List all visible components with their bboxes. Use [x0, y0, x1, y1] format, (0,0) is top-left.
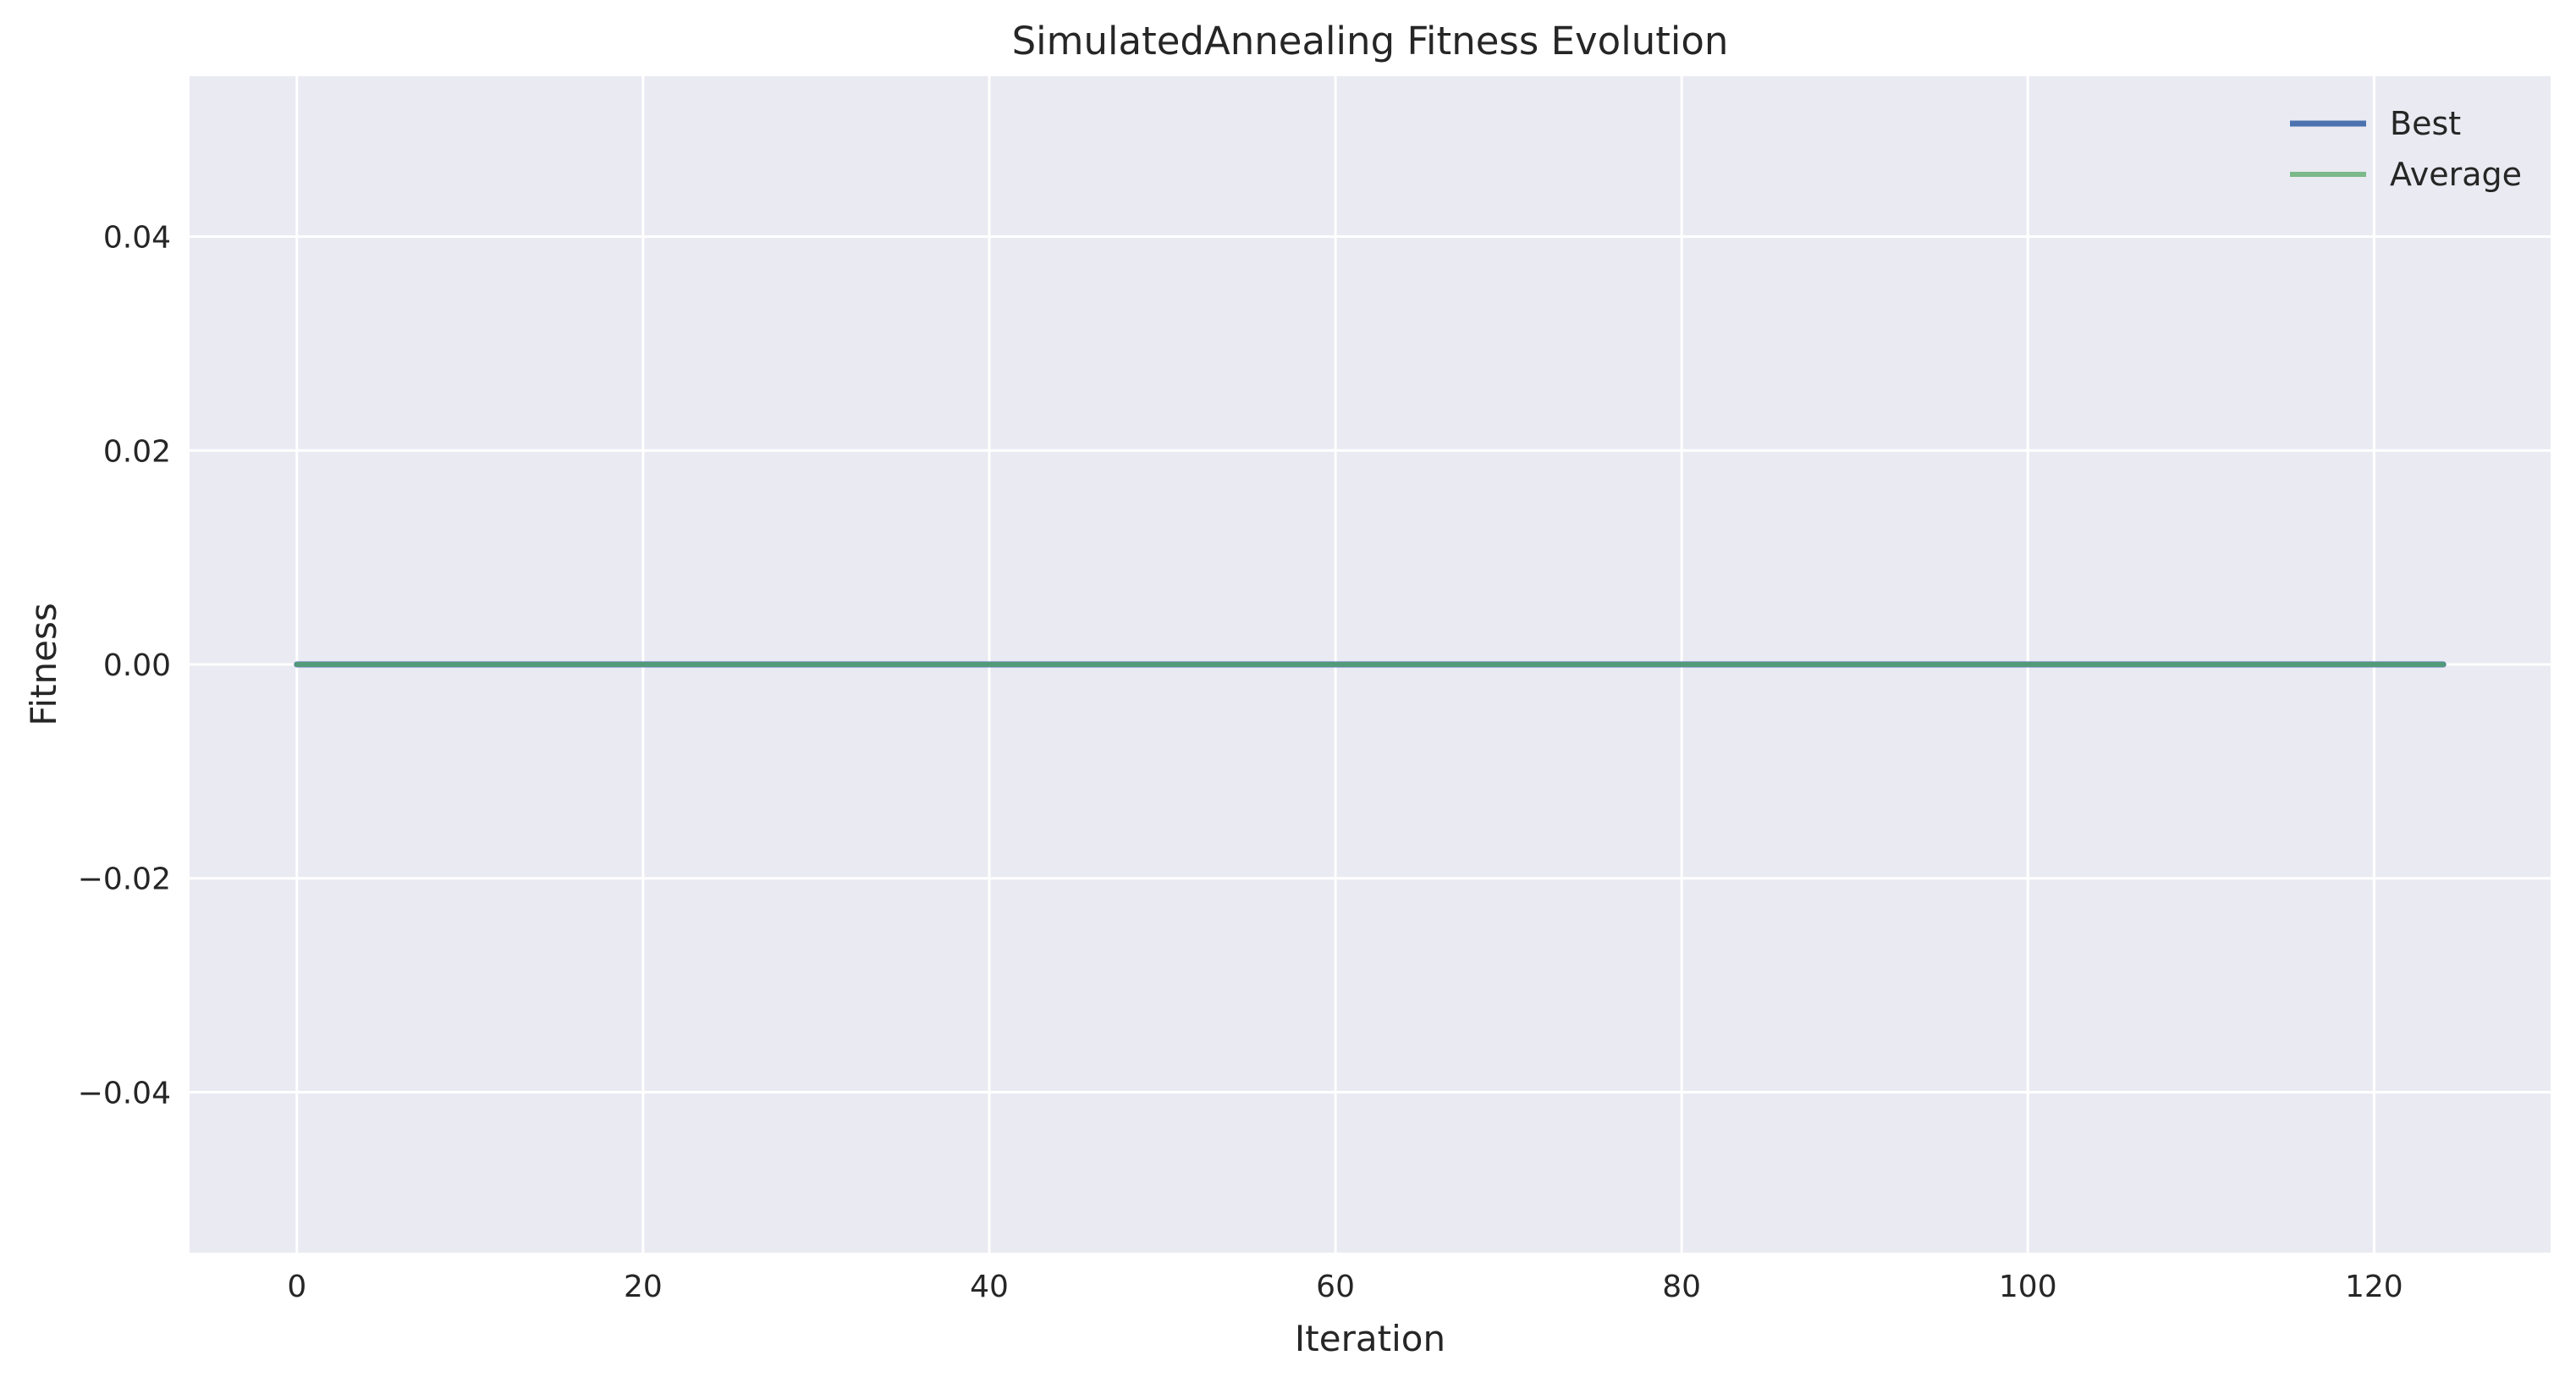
- y-tick-label: 0.00: [103, 648, 171, 683]
- x-tick-label: 0: [287, 1270, 306, 1304]
- x-tick-label: 20: [624, 1270, 663, 1304]
- y-tick-label: −0.04: [78, 1076, 171, 1110]
- legend-label-average: Average: [2390, 156, 2522, 193]
- x-axis-label: Iteration: [1295, 1318, 1445, 1359]
- x-tick-label: 40: [970, 1270, 1009, 1304]
- y-tick-label: 0.02: [103, 434, 171, 469]
- x-tick-label: 60: [1316, 1270, 1355, 1304]
- x-tick-label: 100: [1999, 1270, 2057, 1304]
- y-tick-label: 0.04: [103, 221, 171, 256]
- x-tick-labels: 0 20 40 60 80 100 120: [287, 1270, 2403, 1304]
- chart-title: SimulatedAnnealing Fitness Evolution: [1012, 19, 1729, 63]
- x-tick-label: 80: [1662, 1270, 1701, 1304]
- y-tick-label: −0.02: [78, 862, 171, 897]
- x-tick-label: 120: [2345, 1270, 2403, 1304]
- legend: Best Average: [2290, 105, 2522, 193]
- y-axis-label: Fitness: [23, 603, 64, 725]
- y-tick-labels: −0.04 −0.02 0.00 0.02 0.04: [78, 221, 171, 1111]
- legend-label-best: Best: [2390, 105, 2461, 142]
